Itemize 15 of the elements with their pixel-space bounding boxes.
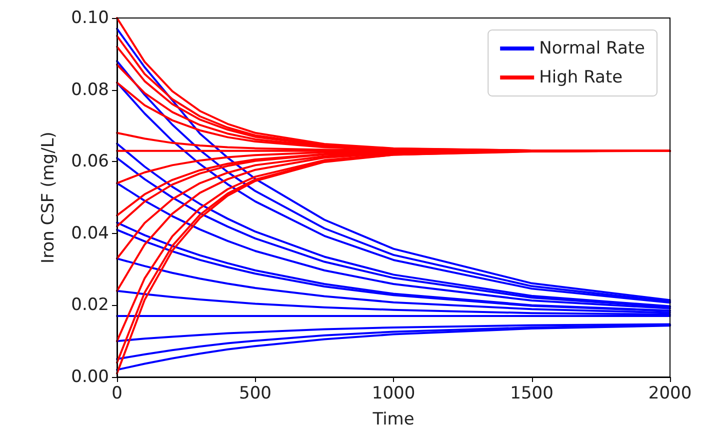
- y-axis-title: Iron CSF (mg/L): [38, 132, 58, 264]
- x-tick-label: 500: [239, 384, 272, 404]
- y-tick-label: 0.00: [71, 367, 109, 387]
- y-tick-label: 0.10: [71, 8, 109, 28]
- legend-label: High Rate: [539, 68, 623, 88]
- y-tick-label: 0.08: [71, 80, 109, 100]
- y-tick-label: 0.02: [71, 295, 109, 316]
- x-tick-label: 1500: [510, 384, 554, 404]
- y-tick-label: 0.06: [71, 152, 109, 172]
- x-tick-label: 0: [112, 384, 122, 404]
- x-axis-title: Time: [372, 410, 414, 430]
- legend-label: Normal Rate: [539, 38, 646, 58]
- x-tick-label: 2000: [648, 384, 692, 404]
- x-tick-label: 1000: [372, 384, 416, 404]
- y-tick-label: 0.04: [71, 223, 109, 244]
